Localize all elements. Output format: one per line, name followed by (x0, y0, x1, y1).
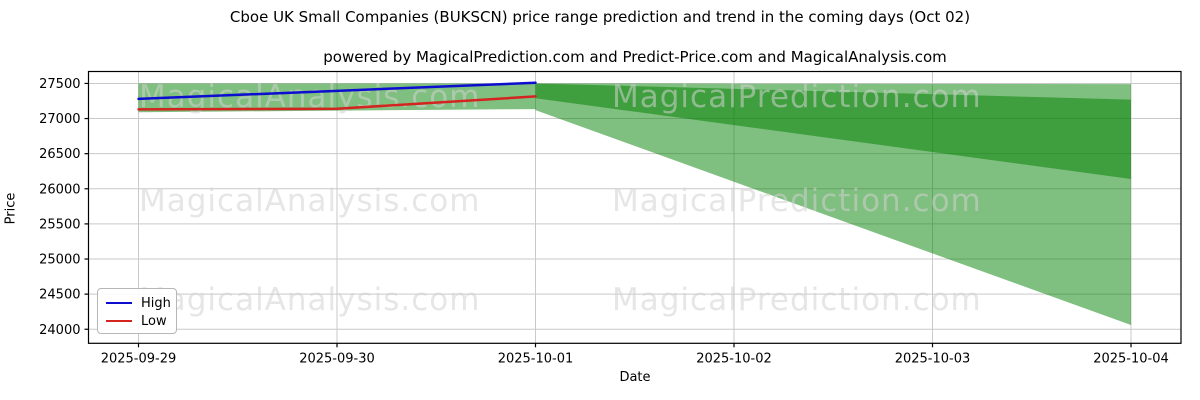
x-tick-label: 2025-10-03 (895, 351, 971, 366)
y-tick-label: 24500 (39, 288, 80, 303)
y-tick-label: 26500 (39, 147, 80, 162)
series-line-low (137, 95, 537, 111)
legend-label-low: Low (141, 313, 167, 329)
y-axis-label: Price (3, 192, 19, 225)
x-tick-label: 2025-10-02 (696, 351, 772, 366)
chart-title: Cboe UK Small Companies (BUKSCN) price r… (229, 8, 971, 26)
x-tick-label: 2025-10-01 (498, 351, 574, 366)
y-tick-label: 27000 (39, 112, 80, 127)
series-line-high (137, 81, 537, 101)
x-tick-label: 2025-09-29 (101, 351, 177, 366)
y-tick-label: 25500 (39, 217, 80, 232)
y-tick-label: 27500 (39, 77, 80, 92)
y-tick-label: 25000 (39, 253, 80, 268)
x-tick-label: 2025-10-04 (1093, 351, 1169, 366)
x-tick-label: 2025-09-30 (299, 351, 375, 366)
legend-item-high: High (106, 294, 176, 312)
x-axis-label: Date (619, 370, 651, 385)
legend: High Low (97, 288, 177, 334)
legend-item-low: Low (106, 312, 176, 330)
legend-label-high: High (141, 295, 171, 311)
band-history-range (138, 83, 536, 113)
chart-subtitle: powered by MagicalPrediction.com and Pre… (323, 48, 947, 66)
low-line-swatch (106, 320, 132, 322)
watermark-text: MagicalPrediction.com (612, 79, 982, 115)
watermark-text: MagicalPrediction.com (612, 282, 982, 318)
y-tick-label: 26000 (39, 182, 80, 197)
watermark-text: MagicalAnalysis.com (139, 282, 480, 318)
watermark-text: MagicalPrediction.com (612, 183, 982, 219)
high-line-swatch (106, 302, 132, 304)
watermark-text: MagicalAnalysis.com (139, 183, 480, 219)
y-tick-label: 24000 (39, 323, 80, 338)
axes-frame (87, 70, 1182, 344)
band-forecast-inner-range (535, 83, 1131, 179)
